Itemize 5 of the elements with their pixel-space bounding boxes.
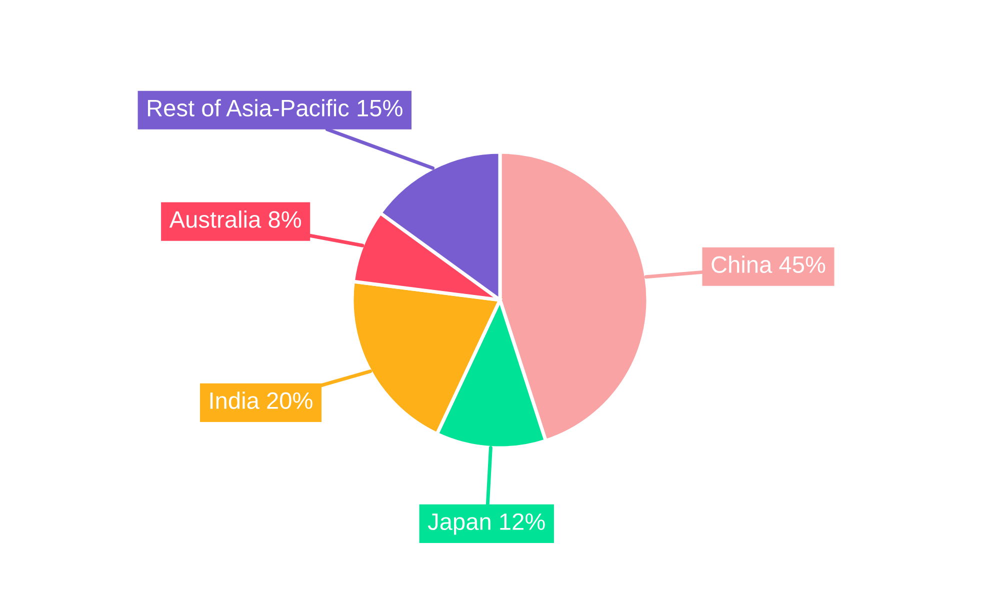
slice-label: India 20%	[210, 392, 312, 410]
slice-label: Japan 12%	[428, 513, 545, 535]
slice-label: Rest of Asia-Pacific 15%	[148, 99, 402, 116]
slice-label: Australia 8%	[169, 210, 302, 228]
slice-label: China 45%	[712, 256, 826, 273]
